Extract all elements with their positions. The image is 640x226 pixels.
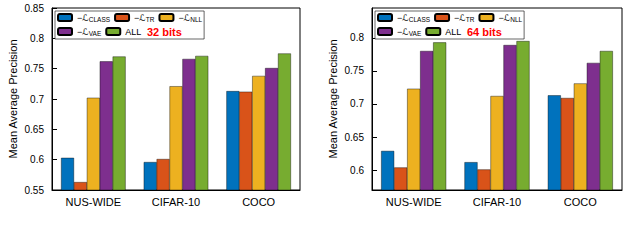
svg-text:−ℒ: −ℒ <box>134 13 146 23</box>
svg-text:ALL: ALL <box>445 27 461 37</box>
svg-text:Mean Average Precision: Mean Average Precision <box>7 39 19 158</box>
svg-text:0.65: 0.65 <box>345 132 365 143</box>
svg-text:0.75: 0.75 <box>345 65 365 76</box>
svg-text:0.85: 0.85 <box>25 3 45 14</box>
svg-text:NUS-WIDE: NUS-WIDE <box>386 196 442 208</box>
svg-text:COCO: COCO <box>564 196 597 208</box>
svg-text:ALL: ALL <box>125 27 141 37</box>
svg-text:−ℒ: −ℒ <box>178 13 190 23</box>
svg-text:−ℒ: −ℒ <box>454 13 466 23</box>
svg-text:32 bits: 32 bits <box>147 26 182 38</box>
svg-text:−ℒ: −ℒ <box>498 13 510 23</box>
svg-text:−ℒ: −ℒ <box>77 13 89 23</box>
svg-text:VAE: VAE <box>89 30 102 37</box>
svg-text:Mean Average Precision: Mean Average Precision <box>327 39 339 158</box>
svg-text:−ℒ: −ℒ <box>397 13 409 23</box>
svg-text:CLASS: CLASS <box>409 16 431 23</box>
svg-text:TR: TR <box>466 16 475 23</box>
svg-text:0.55: 0.55 <box>25 185 45 196</box>
svg-text:CLASS: CLASS <box>89 16 111 23</box>
svg-text:−ℒ: −ℒ <box>397 27 409 37</box>
svg-text:NUS-WIDE: NUS-WIDE <box>66 196 122 208</box>
svg-text:TR: TR <box>146 16 155 23</box>
svg-text:CIFAR-10: CIFAR-10 <box>473 196 521 208</box>
svg-text:0.7: 0.7 <box>350 98 364 109</box>
svg-text:0.65: 0.65 <box>25 124 45 135</box>
svg-text:CIFAR-10: CIFAR-10 <box>152 196 200 208</box>
svg-text:0.8: 0.8 <box>350 32 364 43</box>
svg-text:0.8: 0.8 <box>30 33 44 44</box>
svg-text:−ℒ: −ℒ <box>77 27 89 37</box>
svg-text:COCO: COCO <box>242 196 275 208</box>
svg-text:64 bits: 64 bits <box>467 26 502 38</box>
svg-text:VAE: VAE <box>409 30 422 37</box>
svg-text:0.6: 0.6 <box>350 165 364 176</box>
svg-text:NLL: NLL <box>190 16 202 23</box>
svg-text:0.75: 0.75 <box>25 63 45 74</box>
svg-text:0.7: 0.7 <box>30 94 44 105</box>
svg-text:NLL: NLL <box>510 16 522 23</box>
svg-text:0.6: 0.6 <box>30 154 44 165</box>
